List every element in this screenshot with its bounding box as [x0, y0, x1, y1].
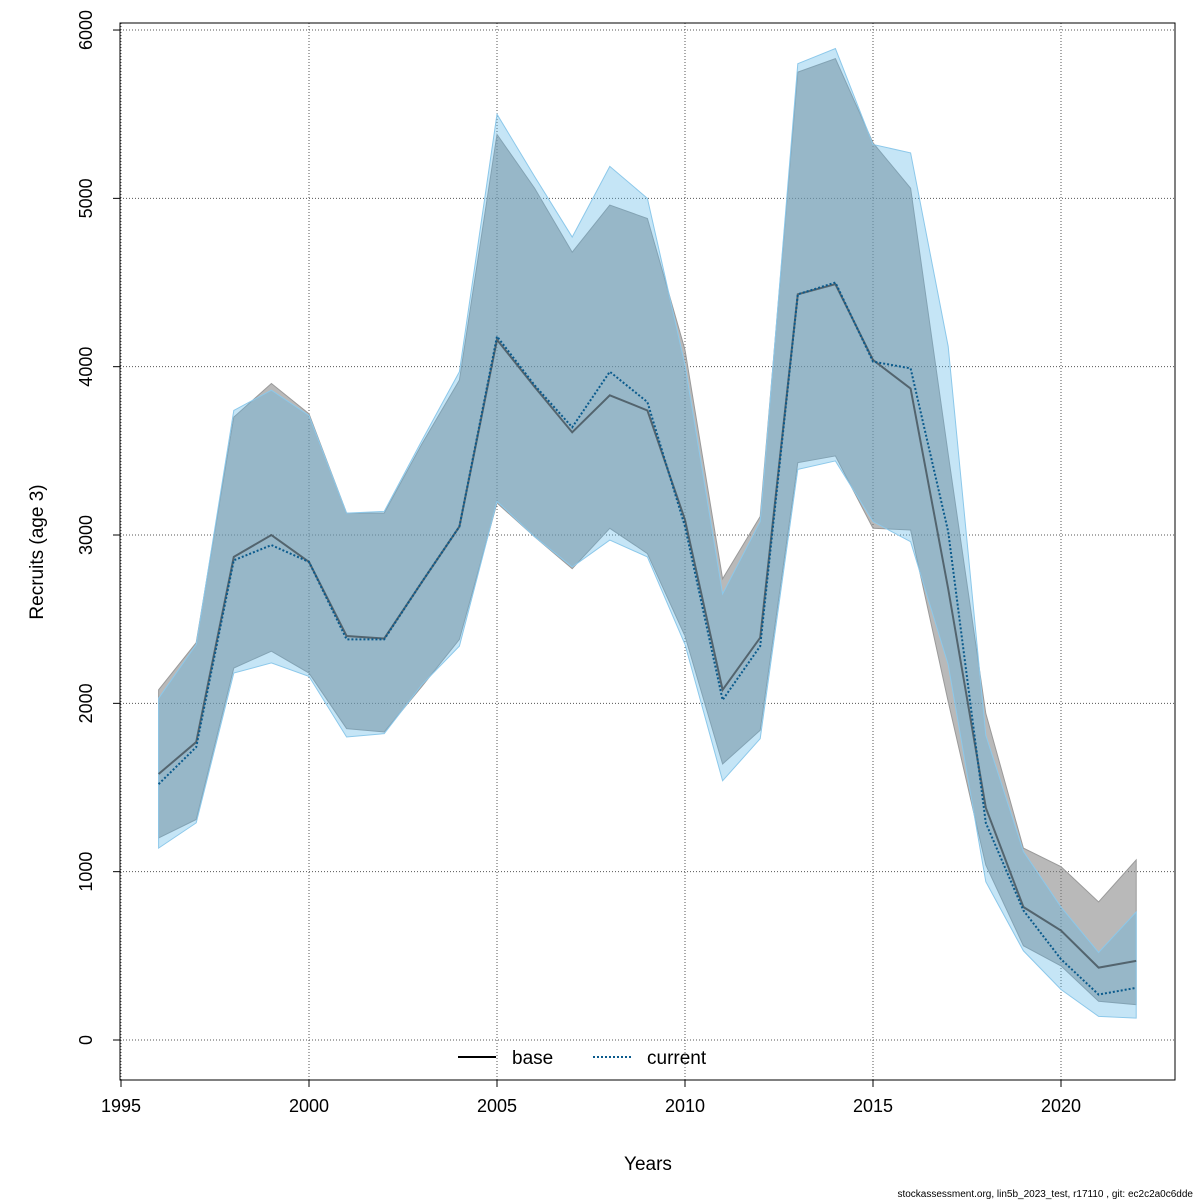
x-tick-label: 2010 — [665, 1096, 705, 1116]
y-tick-label: 3000 — [76, 515, 96, 555]
legend-label-current: current — [647, 1048, 707, 1069]
plot-frame — [119, 22, 1176, 1081]
y-tick-label: 6000 — [76, 10, 96, 50]
x-tick-label: 2005 — [477, 1096, 517, 1116]
y-tick-label: 1000 — [76, 852, 96, 892]
y-tick-label: 5000 — [76, 178, 96, 218]
y-tick-label: 0 — [76, 1035, 96, 1045]
y-axis-title: Recruits (age 3) — [27, 484, 48, 619]
band-current — [158, 47, 1137, 1019]
line-layer — [157, 281, 1137, 996]
x-tick-label: 2000 — [289, 1096, 329, 1116]
x-tick-label: 1995 — [101, 1096, 141, 1116]
x-tick-label: 2020 — [1041, 1096, 1081, 1116]
line-current — [157, 281, 1137, 996]
x-tick-label: 2015 — [853, 1096, 893, 1116]
x-axis: 1995 2000 2005 2010 2015 2020 — [101, 1080, 1081, 1116]
y-tick-label: 4000 — [76, 347, 96, 387]
footer-credit: stockassessment.org, lin5b_2023_test, r1… — [897, 1189, 1193, 1200]
legend-label-base: base — [512, 1048, 553, 1069]
y-axis: 0 1000 2000 3000 4000 5000 6000 — [76, 10, 120, 1045]
legend: base current — [458, 1048, 707, 1069]
y-tick-label: 2000 — [76, 683, 96, 723]
x-axis-title: Years — [624, 1154, 672, 1175]
band-layer — [158, 47, 1137, 1019]
